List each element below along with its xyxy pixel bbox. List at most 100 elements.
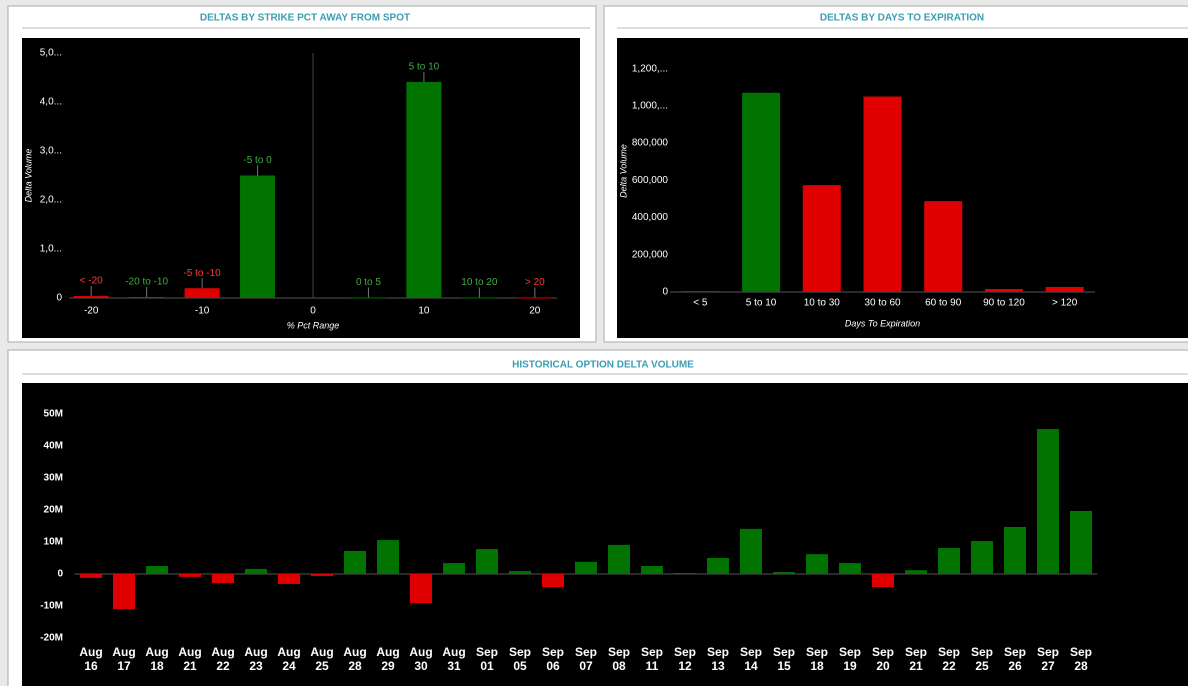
y-tick-label: 0 (57, 569, 63, 580)
y-tick-label: 20M (44, 505, 63, 516)
x-tick-label: 90 to 120 (983, 298, 1025, 309)
bar (129, 297, 165, 299)
y-tick-label: 10M (44, 537, 63, 548)
bar (350, 297, 386, 299)
x-tick-label: Aug 23 (244, 645, 268, 673)
x-axis-title: % Pct Range (287, 320, 340, 330)
bar (311, 574, 333, 576)
x-tick-label: Sep 26 (1003, 645, 1026, 673)
bar (1045, 286, 1084, 292)
x-tick-label: Aug 24 (277, 645, 301, 673)
bar (984, 289, 1023, 292)
bar (344, 550, 366, 574)
y-tick-label: 1,000,... (632, 100, 668, 111)
bar (681, 291, 720, 293)
y-tick-label: 200,000 (632, 249, 669, 260)
bar (212, 574, 234, 583)
x-tick-label: Sep 06 (541, 645, 564, 673)
bar (245, 568, 267, 574)
data-label: -5 to 0 (243, 155, 272, 166)
x-tick-label: Sep 19 (838, 645, 861, 673)
y-tick-label: 800,000 (632, 138, 669, 149)
y-tick-label: 50M (44, 409, 63, 420)
bar (113, 574, 135, 610)
bar (806, 554, 828, 574)
x-tick-label: Sep 05 (508, 645, 531, 673)
x-tick-label: Aug 25 (310, 645, 334, 673)
y-tick-label: 40M (44, 441, 63, 452)
x-tick-label: Sep 13 (706, 645, 729, 673)
y-axis-title: Delta Volume (618, 144, 628, 198)
y-tick-label: 3,0... (40, 146, 62, 157)
bar (905, 570, 927, 574)
bar (1004, 526, 1026, 574)
y-tick-label: 1,0... (40, 244, 62, 255)
x-tick-label: Sep 15 (772, 645, 795, 673)
plot-background (22, 383, 1188, 686)
x-tick-label: Sep 12 (673, 645, 696, 673)
y-tick-label: -20M (40, 633, 63, 644)
x-tick-label: Sep 08 (607, 645, 630, 673)
x-tick-label: 30 to 60 (864, 298, 901, 309)
bar (707, 558, 729, 574)
y-tick-label: 2,0... (40, 195, 62, 206)
bar (240, 175, 276, 298)
bar (517, 297, 553, 299)
y-tick-label: 0 (56, 293, 62, 304)
bar (278, 574, 300, 584)
bar (406, 81, 442, 298)
x-tick-label: Aug 29 (376, 645, 400, 673)
x-tick-label: Sep 18 (805, 645, 828, 673)
plot-background (617, 38, 1188, 338)
data-label: -5 to -10 (183, 268, 221, 279)
x-tick-label: Aug 21 (178, 645, 202, 673)
x-tick-label: Sep 11 (640, 645, 663, 673)
data-label: 10 to 20 (461, 277, 498, 288)
bar (839, 563, 861, 574)
bar (924, 201, 963, 292)
x-tick-label: Sep 01 (475, 645, 498, 673)
x-tick-label: Aug 16 (79, 645, 103, 673)
x-tick-label: 60 to 90 (925, 298, 962, 309)
bar (1070, 510, 1092, 574)
y-tick-label: 400,000 (632, 212, 669, 223)
x-tick-label: Aug 31 (442, 645, 466, 673)
bar (773, 572, 795, 574)
x-tick-label: < 5 (693, 298, 708, 309)
bar (971, 541, 993, 574)
x-axis-title: Days To Expiration (845, 318, 920, 328)
bar (740, 528, 762, 574)
y-tick-label: 4,0... (40, 97, 62, 108)
y-tick-label: 600,000 (632, 175, 669, 186)
data-label: -20 to -10 (125, 277, 168, 288)
bar (476, 549, 498, 574)
bar (641, 566, 663, 574)
y-tick-label: 30M (44, 473, 63, 484)
x-tick-label: Sep 22 (937, 645, 960, 673)
bar (80, 574, 102, 578)
bar (377, 540, 399, 574)
data-label: > 20 (525, 277, 545, 288)
y-axis-title: Delta Volume (23, 149, 33, 203)
bar (608, 544, 630, 574)
bar (461, 297, 497, 299)
bar (146, 566, 168, 574)
x-tick-label: 20 (529, 306, 541, 317)
bar (410, 574, 432, 604)
plot-background (22, 38, 580, 338)
y-tick-label: 1,200,... (632, 63, 668, 74)
bar (863, 96, 902, 293)
x-tick-label: Sep 20 (871, 645, 894, 673)
bar (802, 185, 841, 292)
x-tick-label: Sep 27 (1036, 645, 1059, 673)
x-tick-label: Aug 18 (145, 645, 169, 673)
bar (872, 574, 894, 588)
y-tick-label: -10M (40, 601, 63, 612)
x-tick-label: Sep 25 (970, 645, 993, 673)
bar (1037, 429, 1059, 574)
data-label: 0 to 5 (356, 277, 381, 288)
x-tick-label: -10 (195, 306, 210, 317)
x-tick-label: Aug 17 (112, 645, 136, 673)
bar (742, 92, 781, 292)
